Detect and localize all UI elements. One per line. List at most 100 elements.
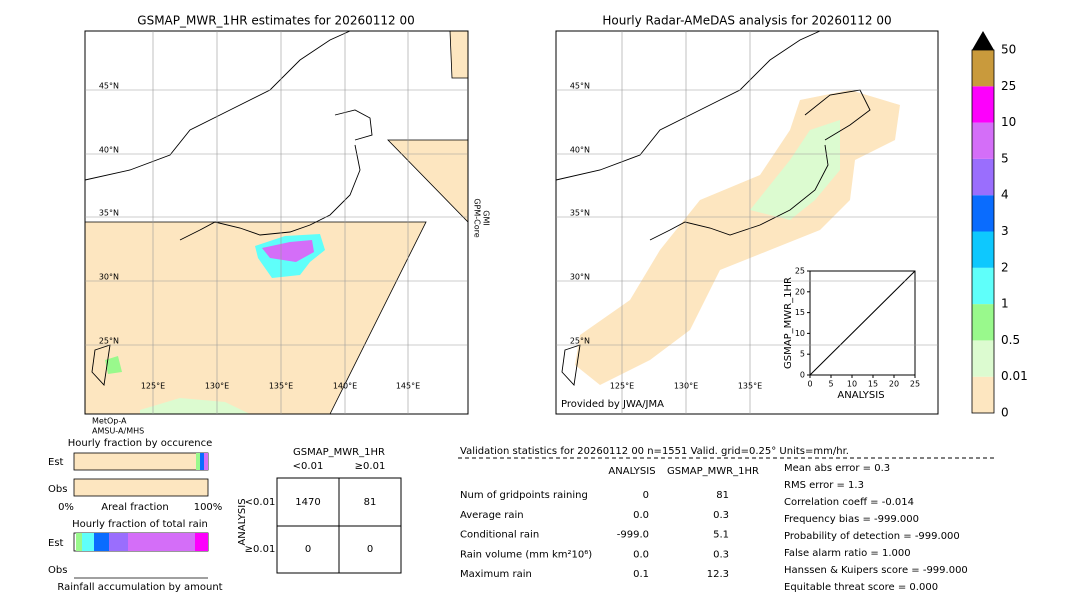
right-map — [555, 30, 939, 415]
stat-value: -999.0 — [617, 530, 649, 541]
score: RMS error = 1.3 — [784, 480, 864, 491]
map-title: Hourly Radar-AMeDAS analysis for 2026011… — [602, 14, 891, 28]
score: Correlation coeff = -0.014 — [784, 497, 914, 508]
stat-value: 0 — [643, 490, 649, 501]
y-tick-label: 5 — [800, 350, 805, 359]
column-label: GSMAP_MWR_1HR — [667, 466, 759, 477]
colorbar-segment — [972, 376, 994, 413]
lon-label: 140°E — [333, 382, 357, 391]
rain-area — [750, 120, 840, 220]
credit: Provided by JWA/JMA — [561, 399, 664, 410]
colorbar-segment — [972, 267, 994, 305]
fraction-panels — [73, 452, 209, 579]
sensor-label: AMSU-A/MHS — [92, 427, 144, 436]
y-tick-label: 10 — [795, 329, 805, 338]
y-tick-label: 20 — [795, 287, 805, 296]
fraction-segment — [195, 533, 208, 551]
map-frame — [84, 30, 469, 415]
lon-label: 145°E — [396, 382, 420, 391]
lon-label: 125°E — [141, 382, 165, 391]
stat-name: Conditional rain — [460, 530, 539, 541]
colorbar-label: 0 — [1001, 406, 1009, 420]
left-map — [84, 30, 469, 415]
table-cell: 81 — [364, 497, 377, 508]
stat-value: 0.1 — [633, 569, 649, 580]
colorbar-segment — [972, 231, 994, 268]
colorbar-segment — [972, 195, 994, 232]
panel-title: Hourly fraction of total rain — [72, 519, 208, 530]
rain-patch — [262, 240, 314, 262]
x-tick-label: 0 — [807, 380, 812, 389]
fraction-bar — [73, 452, 209, 471]
lon-label: 125°E — [610, 382, 634, 391]
colorbar-label: 0.01 — [1001, 369, 1028, 383]
swath — [449, 30, 469, 79]
swath-label: GMI — [482, 210, 491, 225]
lat-label: 35°N — [99, 209, 119, 218]
fraction-segment — [82, 533, 94, 551]
stat-value: 0.0 — [633, 510, 649, 521]
colorbar-label: 0.5 — [1001, 333, 1020, 347]
row-label: Est — [48, 457, 64, 468]
column-label: <0.01 — [293, 461, 324, 472]
lat-label: 40°N — [99, 146, 119, 155]
coastline — [84, 30, 373, 386]
axis-label: Areal fraction — [101, 502, 168, 513]
lat-label: 25°N — [570, 337, 590, 346]
map-title: GSMAP_MWR_1HR estimates for 20260112 00 — [137, 14, 414, 28]
colorbar-label: 4 — [1001, 188, 1009, 202]
lon-label: 130°E — [205, 382, 229, 391]
colorbar-label: 1 — [1001, 297, 1009, 311]
stat-name: Rain volume (mm km²10⁶) — [460, 549, 592, 560]
stats-header: Validation statistics for 20260112 00 n=… — [460, 446, 849, 457]
fraction-segment — [94, 533, 109, 551]
fraction-segment — [204, 453, 208, 470]
lat-label: 45°N — [99, 82, 119, 91]
score: Hanssen & Kuipers score = -999.000 — [784, 565, 968, 576]
row-label: Obs — [48, 565, 67, 576]
colorbar-segment — [972, 304, 994, 341]
lat-label: 35°N — [570, 209, 590, 218]
fraction-segment — [200, 453, 204, 470]
table-cell: 1470 — [295, 497, 320, 508]
column-label: ANALYSIS — [608, 466, 655, 477]
x-tick-label: 20 — [889, 380, 899, 389]
row-label: Obs — [48, 484, 67, 495]
colorbar-label: 10 — [1001, 115, 1016, 129]
stat-name: Average rain — [460, 510, 524, 521]
x-tick-label: 15 — [868, 380, 878, 389]
colorbar-extension — [972, 31, 994, 50]
colorbar-segment — [972, 50, 994, 87]
colorbar-segment — [972, 158, 994, 196]
score: False alarm ratio = 1.000 — [784, 548, 911, 559]
lon-label: 130°E — [674, 382, 698, 391]
lat-label: 30°N — [99, 273, 119, 282]
colorbar-segment — [972, 122, 994, 159]
colorbar-label: 5 — [1001, 151, 1009, 165]
score: Equitable threat score = 0.000 — [784, 582, 938, 593]
stat-name: Maximum rain — [460, 569, 532, 580]
row-label: <0.01 — [245, 497, 276, 508]
lat-label: 40°N — [570, 146, 590, 155]
colorbar-label: 25 — [1001, 79, 1016, 93]
lat-label: 30°N — [570, 273, 590, 282]
x-tick-label: 10 — [847, 380, 857, 389]
x-tick-label: 25 — [910, 380, 920, 389]
fraction-segment — [109, 533, 128, 551]
column-label: ≥0.01 — [355, 461, 386, 472]
panel-title: Hourly fraction by occurence — [68, 438, 212, 449]
swath-label: GPM-Core — [473, 198, 482, 237]
stat-value: 12.3 — [707, 569, 729, 580]
score: Probability of detection = -999.000 — [784, 531, 960, 542]
coastline — [555, 30, 871, 386]
table-cell: 0 — [305, 544, 311, 555]
x-tick-label: 5 — [828, 380, 833, 389]
colorbar-label: 2 — [1001, 260, 1009, 274]
colorbar-frame — [971, 49, 995, 414]
colorbar-segment — [972, 340, 994, 377]
stat-value: 0.3 — [713, 549, 729, 560]
table-cell: 0 — [367, 544, 373, 555]
score: Mean abs error = 0.3 — [784, 463, 890, 474]
lon-label: 135°E — [269, 382, 293, 391]
